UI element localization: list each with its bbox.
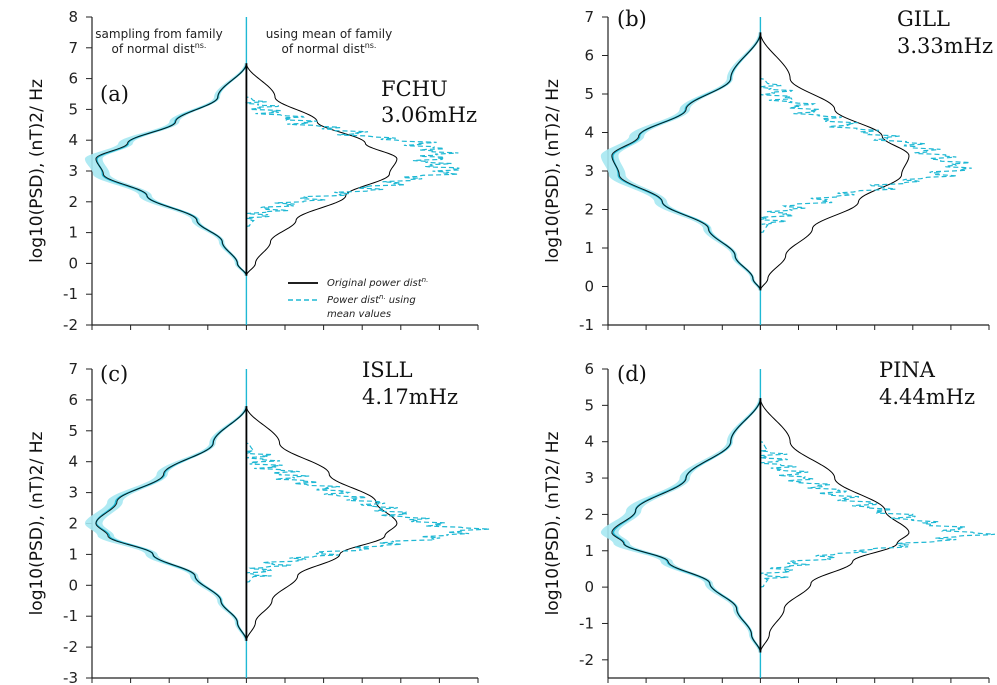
panel-b-original-right-curve <box>759 32 910 291</box>
panel-a-y-tick-label: -2 <box>63 316 78 334</box>
panel-b: (b) GILL 3.33mHz -1 0 1 2 3 4 5 6 7 log10(PSD), (… <box>543 7 993 334</box>
panel-d-y-tick-label: -2 <box>579 651 594 669</box>
panel-c-sampling-mean-curve <box>95 405 248 642</box>
legend-original-label: Original power distn. <box>327 276 428 289</box>
panel-c-frequency: 4.17mHz <box>362 385 458 409</box>
panel-c-y-tick-label: 1 <box>68 545 78 563</box>
panel-d-original-right-curve <box>759 398 910 653</box>
panel-b-sampling-band <box>600 32 762 291</box>
panel-c-station: ISLL <box>362 358 413 382</box>
panel-c-mean-dashed-curve <box>245 442 490 583</box>
panel-b-y-tick-label: 5 <box>584 85 594 103</box>
panel-a-y-axis-label: log10(PSD), (nT)2/ Hz <box>27 79 47 263</box>
panel-d: (d) PINA 4.44mHz -2 -1 0 1 2 3 4 5 6 log10(PSD), … <box>543 358 995 683</box>
panel-b-y-tick-label: 2 <box>584 201 594 219</box>
annotation-left-line1: sampling from family <box>95 27 222 41</box>
panel-b-mean-dashed-curve <box>760 78 972 234</box>
panel-a-letter: (a) <box>100 82 129 106</box>
panel-b-frequency: 3.33mHz <box>897 34 993 58</box>
panel-c-y-tick-label: -1 <box>63 607 78 625</box>
panel-a-y-tick-label: 7 <box>68 39 78 57</box>
panel-a-y-tick-label: 5 <box>68 100 78 118</box>
panel-d-sampling-band <box>600 398 762 653</box>
panel-c-y-tick-label: -2 <box>63 638 78 656</box>
panel-d-y-tick-label: 6 <box>584 360 594 378</box>
panel-b-sampling-mean-curve <box>612 32 762 291</box>
panel-d-y-tick-label: 2 <box>584 505 594 523</box>
panel-b-y-tick-label: 0 <box>584 278 594 296</box>
panel-b-y-tick-label: -1 <box>579 316 594 334</box>
legend-mean-label-line1: Power distn. using <box>327 293 416 306</box>
panel-c-y-axis-label: log10(PSD), (nT)2/ Hz <box>27 432 47 616</box>
panel-c-y-tick-label: 5 <box>68 422 78 440</box>
panel-b-y-tick-label: 7 <box>584 8 594 26</box>
panel-d-y-tick-label: 3 <box>584 469 594 487</box>
legend-original-main: Original power dist <box>327 278 423 289</box>
panel-c: (c) ISLL 4.17mHz -3 -2 -1 0 1 2 3 4 5 6 7 log10(PSD… <box>27 358 490 685</box>
panel-c-y-tick-label: -3 <box>63 669 78 685</box>
panel-a-original-right-curve <box>245 63 398 276</box>
panel-a-y-tick-label: 1 <box>68 224 78 242</box>
panel-d-y-tick-label: 0 <box>584 578 594 596</box>
panel-c-letter: (c) <box>100 362 128 386</box>
panel-a-station: FCHU <box>381 77 448 101</box>
panel-b-y-tick-label: 4 <box>584 124 594 142</box>
panel-c-y-tick-label: 7 <box>68 360 78 378</box>
panel-a-y-tick-label: 3 <box>68 162 78 180</box>
panel-d-original-left-curve <box>611 398 761 653</box>
panel-b-original-left-curve <box>611 32 761 291</box>
annotation-left-line2-main: of normal dist <box>112 42 195 56</box>
annotation-right-line2-main: of normal dist <box>282 42 365 56</box>
panel-a: (a) FCHU 3.06mHz sampling from family of… <box>27 8 479 334</box>
panel-c-original-left-curve <box>95 406 247 641</box>
annotation-left-superscript: ns. <box>195 41 207 50</box>
annotation-right-line1: using mean of family <box>266 27 393 41</box>
panel-a-y-tick-label: 2 <box>68 193 78 211</box>
panel-d-y-tick-label: 5 <box>584 396 594 414</box>
legend: Original power distn. Power distn. using … <box>288 276 428 320</box>
panel-a-y-tick-label: 0 <box>68 254 78 272</box>
panel-a-mean-dashed-curve <box>244 96 460 228</box>
panel-b-y-axis-label: log10(PSD), (nT)2/ Hz <box>543 79 563 263</box>
panel-b-y-tick-label: 6 <box>584 47 594 65</box>
panel-d-y-axis-label: log10(PSD), (nT)2/ Hz <box>543 432 563 616</box>
panel-d-y-tick-label: 1 <box>584 542 594 560</box>
legend-mean-main: Power dist <box>327 295 380 306</box>
legend-mean-label-line2: mean values <box>327 309 391 320</box>
panel-a-frequency: 3.06mHz <box>381 103 477 127</box>
panel-a-y-tick-label: 6 <box>68 70 78 88</box>
panel-c-y-tick-label: 2 <box>68 515 78 533</box>
panel-d-letter: (d) <box>617 362 647 386</box>
panel-c-y-tick-label: 4 <box>68 453 78 471</box>
panel-a-original-left-curve <box>95 63 247 276</box>
panel-b-letter: (b) <box>617 7 647 31</box>
panel-a-y-tick-label: 4 <box>68 131 78 149</box>
annotation-right-line2: of normal distns. <box>282 41 377 56</box>
annotation-left-line2: of normal distns. <box>112 41 207 56</box>
panel-b-y-tick-label: 1 <box>584 239 594 257</box>
panel-d-station: PINA <box>879 358 936 382</box>
panel-b-station: GILL <box>897 7 950 31</box>
panel-d-frequency: 4.44mHz <box>879 385 975 409</box>
panel-c-y-tick-label: 6 <box>68 391 78 409</box>
panel-c-original-right-curve <box>245 406 398 641</box>
panel-d-y-tick-label: 4 <box>584 433 594 451</box>
panel-b-y-tick-label: 3 <box>584 162 594 180</box>
panel-c-y-tick-label: 0 <box>68 576 78 594</box>
panel-a-y-tick-label: 8 <box>68 8 78 26</box>
panel-d-mean-dashed-curve <box>759 441 995 588</box>
panel-c-y-tick-label: 3 <box>68 484 78 502</box>
annotation-right-superscript: ns. <box>365 41 377 50</box>
panel-d-y-tick-label: -1 <box>579 614 594 632</box>
legend-mean-using: using <box>389 295 416 306</box>
legend-original-superscript: n. <box>422 276 429 284</box>
legend-mean-superscript: n. <box>379 293 386 301</box>
panel-a-y-tick-label: -1 <box>63 285 78 303</box>
